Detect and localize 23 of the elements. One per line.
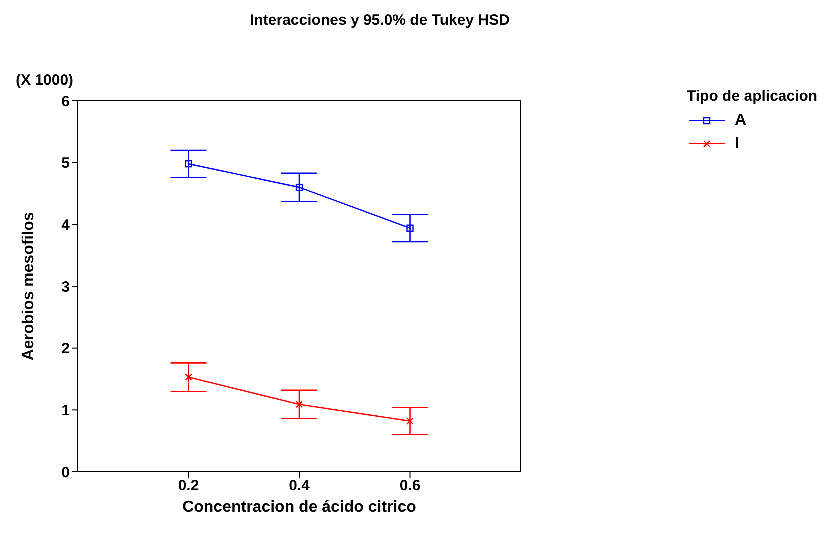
chart-title: Interacciones y 95.0% de Tukey HSD [249,12,511,29]
point [185,374,192,381]
x-axis-title: Concentracion de ácido citrico [182,499,417,516]
legend-label: A [735,112,747,130]
y-tick-label: 6 [62,93,70,110]
point [406,224,414,232]
y-axis-title: Aerobios mesofilos [20,212,38,361]
y-tick-label: 2 [62,340,70,358]
point [296,401,304,408]
y-tick-label: 1 [62,402,70,420]
x-tick-label: 0.6 [400,478,421,495]
y-tick-label: 4 [62,216,71,234]
text: (X 1000) [16,72,74,89]
x-tick-label: 0.4 [289,478,311,495]
x-tick-label: 0.2 [178,478,200,495]
y-tick-label: 5 [62,155,70,172]
y-tick-label: 0 [62,464,70,482]
y-tick-label: 3 [62,278,70,296]
point [185,160,192,168]
legend-label: I [735,134,740,152]
point [296,184,304,192]
legend-title: Tipo de aplicacion [687,88,819,105]
point [406,418,414,425]
